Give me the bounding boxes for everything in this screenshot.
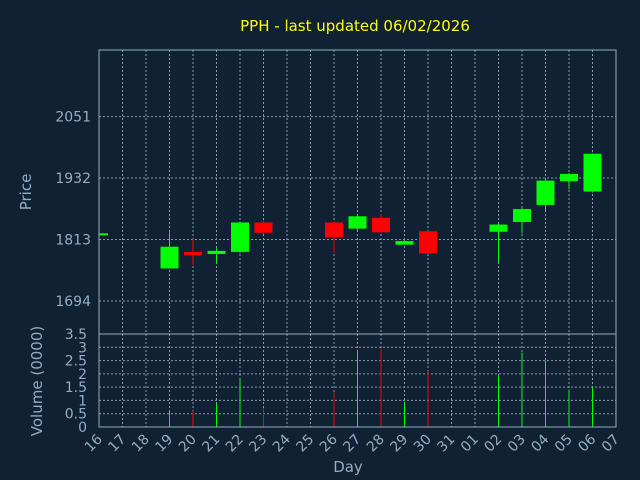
- x-tick-label: 20: [176, 432, 200, 456]
- x-tick-label: 29: [387, 432, 411, 456]
- price-tick-label: 2051: [55, 110, 91, 126]
- x-tick-label: 19: [152, 432, 176, 456]
- volume-tick-label: 0: [78, 420, 87, 436]
- volume-grid: 00.511.522.533.5: [65, 327, 617, 436]
- volume-tick-label: 3.5: [65, 327, 87, 343]
- x-tick-label: 02: [481, 432, 505, 456]
- x-tick-label: 22: [223, 432, 247, 456]
- x-tick-labels: 16 17 18 19 20 21 22 23 24 25 26 27 28 29 30 31 01 02 03 04…: [82, 431, 623, 455]
- chart-title: PPH - last updated 06/02/2026: [240, 17, 470, 35]
- volume-tick-label: 3: [78, 340, 87, 356]
- volume-tick-label: 1.5: [65, 380, 87, 396]
- x-tick-label: 28: [364, 432, 388, 456]
- volume-axis-label: Volume (0000): [28, 326, 46, 436]
- x-tick-label: 18: [129, 432, 153, 456]
- candle-body: [395, 241, 414, 245]
- candle-body: [489, 224, 508, 232]
- x-tick-label: 01: [458, 432, 482, 456]
- candle-body: [348, 216, 367, 229]
- candle-body: [560, 173, 578, 182]
- volume-tick-label: 2.5: [65, 354, 87, 370]
- candle-body: [160, 246, 179, 269]
- volume-tick-label: 1: [78, 393, 87, 409]
- x-tick-label: 05: [552, 432, 576, 456]
- x-tick-label: 07: [599, 432, 623, 456]
- candle-body: [231, 222, 249, 252]
- x-tick-label: 04: [528, 431, 552, 455]
- candle-body: [325, 222, 343, 238]
- x-tick-label: 03: [505, 432, 529, 456]
- x-tick-label: 30: [411, 432, 435, 456]
- volume-bars: [169, 348, 593, 427]
- price-tick-label: 1694: [55, 294, 91, 310]
- volume-tick-label: 0.5: [65, 407, 87, 423]
- volume-plot-frame: [98, 333, 617, 428]
- x-tick-label: 26: [317, 431, 341, 455]
- candle-body: [372, 217, 390, 233]
- x-tick-label: 21: [199, 432, 223, 456]
- x-tick-label: 27: [340, 432, 364, 456]
- price-grid: 1694 1813 1932 2051: [55, 50, 617, 334]
- volume-tick-label: 2: [78, 367, 87, 383]
- candle-body: [419, 231, 437, 254]
- candle-body: [207, 250, 226, 254]
- candle-body: [184, 251, 202, 255]
- x-tick-label: 25: [293, 432, 317, 456]
- candle-body: [254, 222, 273, 233]
- x-tick-label: 17: [105, 432, 129, 456]
- x-tick-label: 31: [434, 432, 458, 456]
- x-tick-label: 24: [270, 431, 294, 455]
- candle-body: [583, 153, 602, 192]
- price-tick-label: 1932: [55, 171, 91, 187]
- candles: [99, 153, 602, 269]
- price-tick-label: 1813: [55, 233, 91, 249]
- price-axis-label: Price: [17, 174, 35, 211]
- candle-body: [513, 209, 531, 222]
- x-tick-label: 06: [575, 431, 599, 455]
- candle-body: [536, 180, 555, 205]
- x-axis-label: Day: [333, 458, 363, 476]
- x-tick-label: 23: [246, 432, 270, 456]
